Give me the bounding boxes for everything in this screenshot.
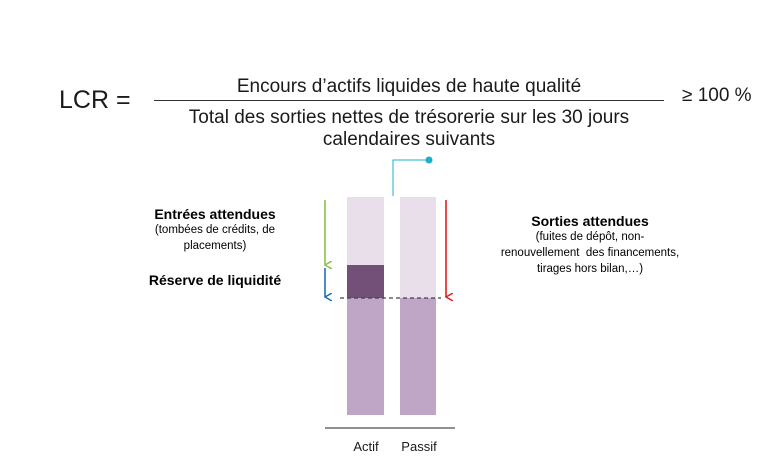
connector-dot <box>425 156 433 164</box>
lcr-label: LCR = <box>59 86 131 114</box>
column-label-passif: Passif <box>401 439 437 454</box>
inflows-annotation: Entrées attendues (tombées de crédits, d… <box>130 206 300 254</box>
passif-light-segment <box>400 197 436 298</box>
inflows-detail-line-1: (tombées de crédits, de <box>154 224 276 236</box>
formula-numerator: Encours d’actifs liquides de haute quali… <box>236 76 582 97</box>
connector-line <box>392 159 429 196</box>
outflows-title: Sorties attendues <box>531 213 649 229</box>
actif-light-segment <box>347 197 384 265</box>
inflows-title: Entrées attendues <box>154 206 276 222</box>
outflows-detail-line-2: renouvellement des financements, <box>500 247 680 259</box>
column-label-actif: Actif <box>353 439 379 454</box>
actif-reserve-segment <box>347 265 384 298</box>
formula-denominator: Total des sorties nettes de trésorerie s… <box>154 107 664 151</box>
denominator-line-2: calendaires suivants <box>322 129 496 150</box>
outflows-detail-line-1: (fuites de dépôt, non- <box>535 231 645 243</box>
inflows-detail-line-2: placements) <box>183 240 247 252</box>
reserve-label: Réserve de liquidité <box>148 272 282 288</box>
actif-lower-segment <box>347 298 384 415</box>
threshold-label: ≥ 100 % <box>682 85 752 106</box>
denominator-line-1: Total des sorties nettes de trésorerie s… <box>188 107 630 128</box>
outflows-detail-line-3: tirages hors bilan,…) <box>536 263 644 275</box>
passif-lower-segment <box>400 298 436 415</box>
fraction-bar <box>154 100 664 101</box>
outflows-annotation: Sorties attendues (fuites de dépôt, non-… <box>490 213 690 277</box>
